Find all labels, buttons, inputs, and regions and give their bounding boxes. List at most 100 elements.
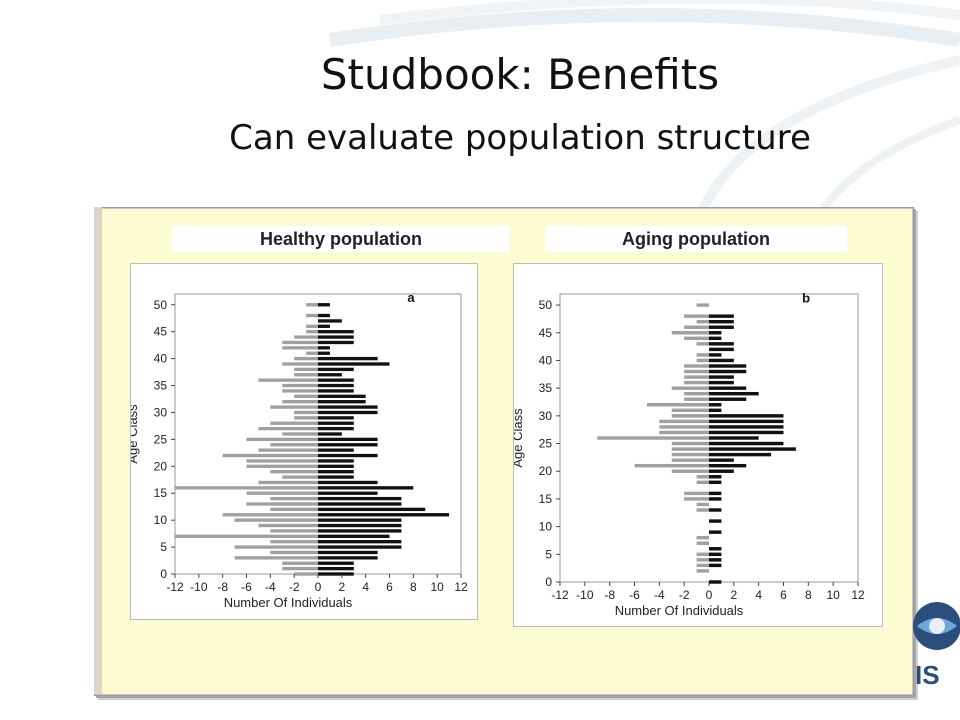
bar-left <box>246 491 318 495</box>
bar-right <box>318 518 402 522</box>
aging-chart-frame: -12 -10 -8 -6 -4 -2 0 2 4 6 8 10 12 0 5 10 15 20 25 30 35 40 4… <box>510 263 883 627</box>
bar-right <box>318 340 354 345</box>
bar-left <box>671 447 709 451</box>
y-tick-label: 30 <box>154 405 168 419</box>
panel-letter: a <box>407 290 415 305</box>
y-tick-label: 10 <box>539 520 553 534</box>
bar-left <box>258 480 318 485</box>
y-tick-label: 5 <box>160 540 167 554</box>
bar-right <box>318 324 330 328</box>
x-tick-label: -10 <box>576 588 594 602</box>
bar-left <box>696 541 709 545</box>
x-tick-label: -2 <box>679 588 690 602</box>
bar-right <box>318 432 342 436</box>
y-tick-label: 0 <box>160 567 167 581</box>
x-tick-label: 8 <box>410 580 417 594</box>
bar-left <box>671 441 709 446</box>
bar-left <box>222 453 318 458</box>
bar-right <box>709 430 784 435</box>
bar-left <box>294 416 318 420</box>
y-tick-label: 45 <box>154 325 168 339</box>
bar-right <box>709 458 734 462</box>
slide-title: Studbook: Benefits <box>320 50 720 99</box>
bar-left <box>659 425 709 429</box>
bar-left <box>270 540 318 544</box>
y-axis-label: Age Class <box>131 404 140 464</box>
bar-right <box>318 394 366 398</box>
bar-left <box>258 448 318 452</box>
bar-left <box>234 518 318 522</box>
bar-right <box>318 496 402 501</box>
bar-left <box>684 491 709 496</box>
bar-right <box>709 491 722 496</box>
x-axis-label: Number Of Individuals <box>615 603 744 618</box>
bar-right <box>709 530 722 534</box>
x-tick-label: -12 <box>551 588 569 602</box>
y-tick-label: 15 <box>539 492 553 506</box>
bar-left <box>684 391 709 396</box>
bar-left <box>684 375 709 379</box>
bar-left <box>659 419 709 424</box>
bar-right <box>709 414 784 418</box>
healthy-chart-frame: -12 -10 -8 -6 -4 -2 0 2 4 6 8 10 12 0 5 10 15 20 25 30 35 40 4… <box>125 263 478 620</box>
bar-left <box>282 475 318 479</box>
bar-left <box>684 314 709 318</box>
bar-right <box>709 441 784 446</box>
bar-left <box>684 497 709 501</box>
bar-left <box>306 351 318 355</box>
bar-right <box>318 502 402 506</box>
bar-left <box>270 405 318 409</box>
bar-left <box>282 346 318 350</box>
bar-left <box>696 558 709 562</box>
bar-left <box>282 362 318 366</box>
bar-left <box>671 458 709 462</box>
bar-left <box>696 552 709 557</box>
x-tick-label: 2 <box>338 580 345 594</box>
bar-right <box>318 556 378 560</box>
bar-right <box>709 463 747 468</box>
panel-letter: b <box>802 290 810 305</box>
y-tick-label: 10 <box>154 513 168 527</box>
bar-right <box>318 335 354 339</box>
bar-left <box>234 545 318 549</box>
bar-left <box>696 569 709 573</box>
bar-right <box>318 373 342 377</box>
bar-right <box>318 491 378 495</box>
bar-right <box>709 369 747 374</box>
bar-right <box>318 421 354 425</box>
bar-right <box>318 416 354 420</box>
bar-left <box>684 380 709 385</box>
bar-right <box>709 375 734 379</box>
bar-right <box>318 464 354 468</box>
x-tick-label: -12 <box>166 580 184 594</box>
bar-right <box>318 443 378 447</box>
bar-left <box>282 389 318 393</box>
bar-right <box>318 561 354 565</box>
bar-right <box>709 380 734 385</box>
bar-left <box>282 383 318 388</box>
bar-right <box>709 563 722 568</box>
bar-right <box>318 356 378 361</box>
y-tick-label: 25 <box>539 437 553 451</box>
panel-left-edge <box>94 207 102 694</box>
y-tick-label: 40 <box>154 352 168 366</box>
bar-left <box>671 452 709 457</box>
bar-right <box>318 405 378 409</box>
bar-right <box>709 436 759 440</box>
bar-left <box>696 342 709 346</box>
y-tick-label: 45 <box>539 326 553 340</box>
bar-right <box>709 342 734 346</box>
y-axis-label: Age Class <box>514 408 525 468</box>
bar-right <box>318 566 354 571</box>
bar-right <box>318 367 354 372</box>
bar-left <box>696 508 709 512</box>
bar-right <box>709 364 747 368</box>
bar-right <box>709 347 734 352</box>
bar-right <box>709 469 734 473</box>
bar-left <box>270 443 318 447</box>
bar-left <box>282 561 318 565</box>
bar-right <box>318 437 378 442</box>
bar-right <box>318 523 402 528</box>
bar-right <box>709 497 722 501</box>
bar-right <box>318 470 354 474</box>
